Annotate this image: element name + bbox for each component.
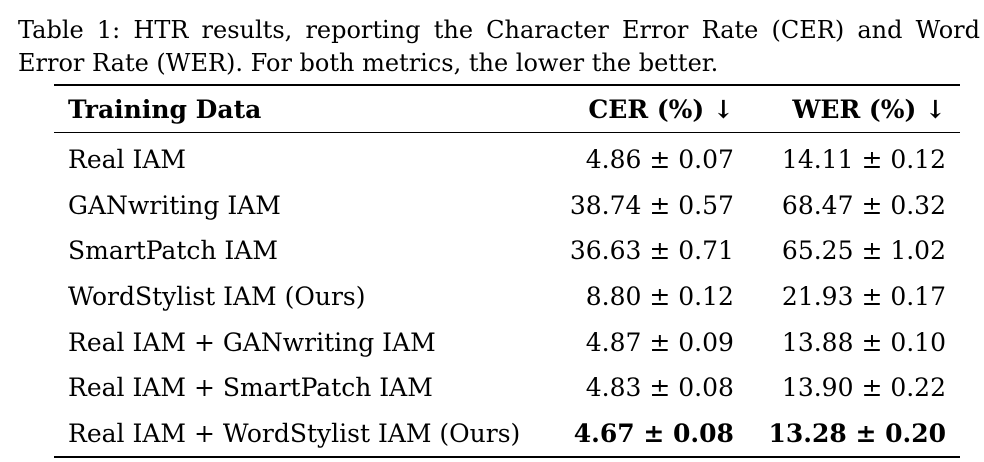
row-cer: 8.80 ± 0.12 [585, 282, 734, 312]
table-caption: Table 1: HTR results, reporting the Char… [18, 16, 980, 77]
results-table-container: Training Data CER (%) ↓ WER (%) ↓ Real I… [54, 84, 960, 458]
row-training-data: WordStylist IAM (Ours) [68, 282, 366, 312]
row-training-data: SmartPatch IAM [68, 236, 278, 266]
row-cer: 38.74 ± 0.57 [569, 190, 734, 220]
table-row: SmartPatch IAM 36.63 ± 0.71 65.25 ± 1.02 [54, 228, 960, 274]
row-wer: 65.25 ± 1.02 [781, 236, 946, 266]
row-cer: 4.86 ± 0.07 [585, 145, 734, 175]
row-cer: 4.87 ± 0.09 [585, 327, 734, 357]
row-training-data: Real IAM + SmartPatch IAM [68, 373, 433, 403]
row-wer: 68.47 ± 0.32 [781, 190, 946, 220]
table-row: GANwriting IAM 38.74 ± 0.57 68.47 ± 0.32 [54, 183, 960, 229]
results-table: Training Data CER (%) ↓ WER (%) ↓ Real I… [54, 84, 960, 458]
row-cer: 36.63 ± 0.71 [569, 236, 734, 266]
table-row: Real IAM + GANwriting IAM 4.87 ± 0.09 13… [54, 319, 960, 365]
table-row: Real IAM + SmartPatch IAM 4.83 ± 0.08 13… [54, 365, 960, 411]
row-wer: 13.88 ± 0.10 [781, 327, 946, 357]
row-wer: 13.90 ± 0.22 [781, 373, 946, 403]
table-row: WordStylist IAM (Ours) 8.80 ± 0.12 21.93… [54, 274, 960, 320]
table-row-best: Real IAM + WordStylist IAM (Ours) 4.67 ±… [54, 411, 960, 458]
row-cer-best: 4.67 ± 0.08 [573, 418, 734, 448]
table-header-row: Training Data CER (%) ↓ WER (%) ↓ [54, 85, 960, 133]
row-training-data: Real IAM + GANwriting IAM [68, 327, 436, 357]
row-training-data: Real IAM [68, 145, 186, 175]
row-wer: 21.93 ± 0.17 [781, 282, 946, 312]
row-cer: 4.83 ± 0.08 [585, 373, 734, 403]
row-wer-best: 13.28 ± 0.20 [768, 418, 946, 448]
table-row: Real IAM 4.86 ± 0.07 14.11 ± 0.12 [54, 133, 960, 183]
header-training-data: Training Data [68, 94, 262, 124]
row-training-data: GANwriting IAM [68, 190, 281, 220]
header-cer: CER (%) ↓ [588, 94, 734, 124]
row-training-data: Real IAM + WordStylist IAM (Ours) [68, 418, 521, 448]
header-wer: WER (%) ↓ [792, 94, 946, 124]
row-wer: 14.11 ± 0.12 [781, 145, 946, 175]
